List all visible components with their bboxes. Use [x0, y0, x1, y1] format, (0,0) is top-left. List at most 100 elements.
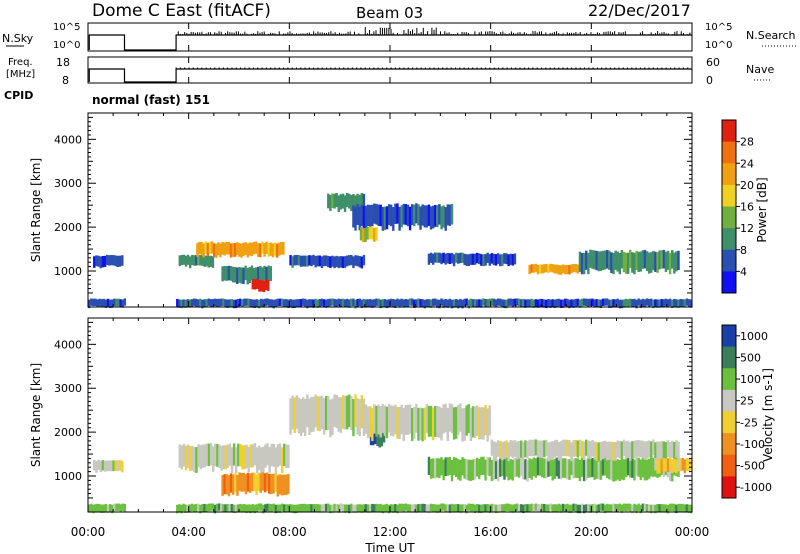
echo-cell — [400, 503, 403, 512]
nave-dot — [442, 67, 444, 69]
echo-cell — [274, 472, 277, 492]
echo-cell — [238, 472, 241, 491]
echo-cell — [200, 242, 203, 255]
echo-cell — [689, 299, 693, 308]
echo-cell — [95, 461, 98, 473]
echo-cell — [507, 503, 510, 511]
echo-cell — [259, 243, 262, 258]
echo-cell — [263, 243, 266, 257]
echo-cell — [612, 460, 615, 482]
echo-cell — [618, 459, 621, 482]
echo-cell — [633, 252, 636, 275]
echo-cell — [639, 504, 642, 514]
echo-cell — [450, 404, 454, 434]
echo-cell — [312, 396, 315, 432]
echo-cell — [480, 254, 483, 266]
echo-cell — [341, 193, 345, 209]
echo-cell — [622, 459, 626, 481]
echo-cell — [101, 256, 105, 268]
echo-cell — [331, 193, 334, 209]
colorbar-segment — [722, 368, 736, 391]
echo-cell — [250, 242, 254, 256]
echo-cell — [415, 203, 418, 224]
echo-cell — [297, 299, 301, 307]
echo-cell — [116, 460, 120, 472]
echo-cell — [211, 299, 215, 307]
echo-cell — [233, 243, 237, 257]
echo-cell — [223, 242, 226, 256]
echo-cell — [668, 503, 672, 512]
nave-dot — [368, 67, 371, 69]
x-tick-label: 16:00 — [473, 525, 508, 539]
echo-cell — [599, 299, 603, 309]
echo-cell — [235, 447, 238, 474]
echo-cell — [293, 255, 296, 266]
echo-cell — [358, 298, 361, 306]
echo-cell — [184, 504, 187, 513]
echo-cell — [234, 299, 238, 309]
echo-cell — [369, 504, 372, 513]
echo-cell — [494, 458, 498, 479]
echo-cell — [570, 264, 573, 274]
echo-cell — [614, 459, 617, 481]
echo-cell — [247, 446, 250, 473]
colorbar-tick-label: 25 — [740, 395, 754, 408]
echo-cell — [509, 298, 512, 306]
echo-cell — [369, 299, 372, 307]
echo-cell — [601, 298, 605, 306]
echo-cell — [387, 504, 391, 514]
echo-cell — [666, 440, 670, 458]
echo-cell — [189, 446, 192, 471]
echo-cell — [473, 299, 477, 308]
echo-cell — [103, 255, 107, 267]
echo-cell — [467, 459, 470, 481]
echo-cell — [108, 299, 112, 308]
echo-cell — [308, 503, 311, 512]
echo-cell — [335, 395, 338, 429]
echo-cell — [534, 299, 538, 308]
echo-cell — [559, 441, 563, 459]
echo-cell — [610, 504, 613, 513]
nave-dot — [545, 67, 547, 69]
echo-cell — [322, 504, 326, 513]
echo-cell — [329, 298, 332, 307]
echo-cell — [553, 458, 556, 479]
echo-cell — [110, 460, 113, 472]
echo-cell — [463, 253, 466, 265]
echo-cell — [610, 441, 613, 461]
nave-dot — [356, 67, 358, 69]
echo-cell — [197, 444, 200, 468]
nave-dot — [519, 67, 521, 69]
echo-cell — [480, 504, 483, 514]
echo-cell — [570, 504, 573, 513]
echo-cell — [119, 504, 122, 513]
echo-cell — [564, 264, 567, 275]
echo-cell — [664, 251, 668, 272]
echo-cell — [282, 474, 286, 496]
echo-cell — [396, 504, 399, 514]
echo-cell — [631, 252, 634, 273]
nave-dot — [201, 67, 203, 69]
echo-cell — [270, 504, 273, 512]
echo-cell — [576, 504, 580, 514]
echo-cell — [668, 457, 672, 470]
echo-cell — [687, 458, 691, 472]
colorbar-tick-label: -1000 — [740, 481, 772, 494]
echo-cell — [572, 503, 575, 511]
echo-cell — [486, 408, 489, 442]
echo-cell — [241, 445, 244, 470]
echo-cell — [243, 445, 246, 470]
echo-cell — [413, 503, 416, 512]
echo-cell — [280, 447, 284, 474]
echo-cell — [475, 299, 479, 308]
echo-cell — [517, 298, 521, 307]
echo-cell — [587, 458, 590, 478]
echo-cell — [511, 254, 515, 266]
echo-cell — [104, 503, 108, 512]
echo-cell — [252, 241, 256, 255]
echo-cell — [578, 459, 582, 482]
echo-cell — [444, 298, 447, 307]
echo-cell — [246, 243, 249, 258]
echo-cell — [671, 250, 674, 269]
echo-cell — [515, 298, 519, 306]
